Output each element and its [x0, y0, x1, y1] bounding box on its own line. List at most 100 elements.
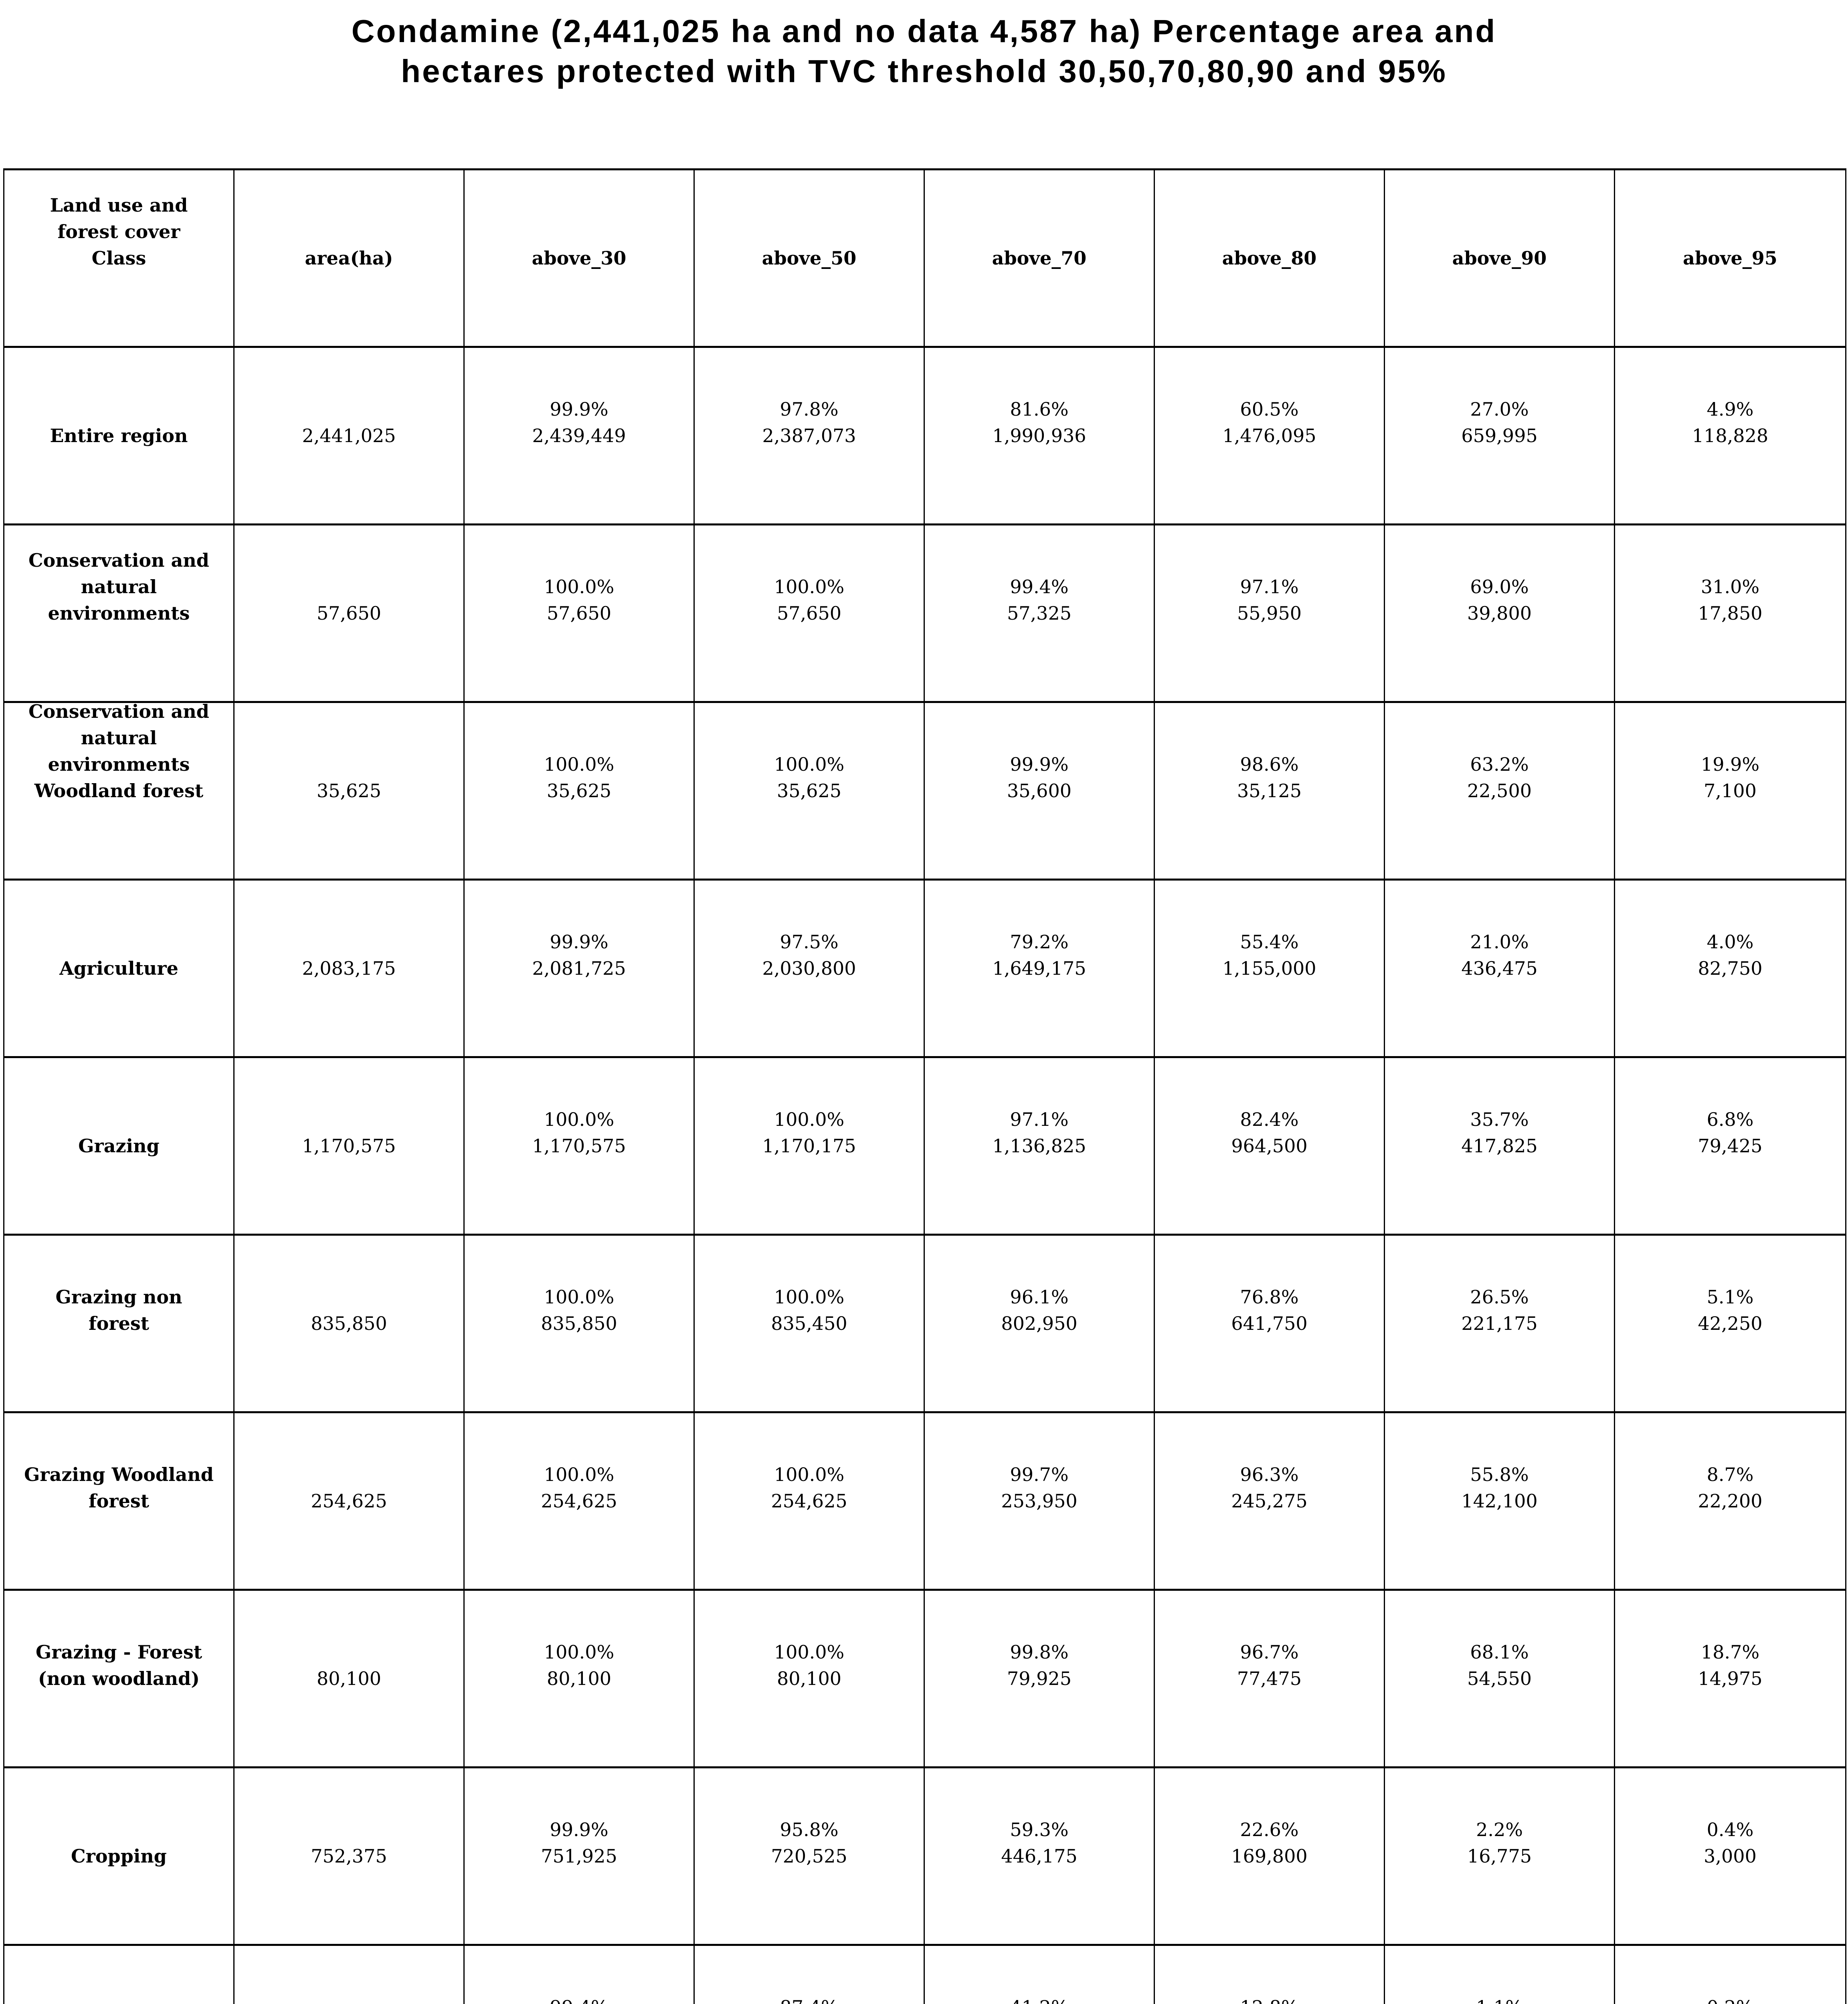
threshold-cell: 99.9% 35,600 — [925, 703, 1155, 881]
column-header-2: above_30 — [465, 170, 695, 348]
threshold-cell: 76.8% 641,750 — [1155, 1236, 1385, 1413]
threshold-cell: 18.7% 14,975 — [1615, 1591, 1845, 1768]
threshold-cell: 12.8%20,550 — [1155, 1946, 1385, 2004]
percent-value: 12.8% — [1158, 1994, 1381, 2004]
hectares-value: 39,800 — [1467, 602, 1532, 624]
percent-value: 69.0% — [1470, 576, 1529, 598]
percent-value: 35.7% — [1470, 1109, 1529, 1130]
area-value: 35,625 — [317, 780, 381, 802]
percent-value: 55.4% — [1240, 931, 1299, 953]
hectares-value: 169,800 — [1231, 1845, 1308, 1867]
threshold-cell: 60.5% 1,476,095 — [1155, 348, 1385, 525]
threshold-cell: 97.8% 2,387,073 — [695, 348, 925, 525]
threshold-cell: 26.5% 221,175 — [1385, 1236, 1615, 1413]
area-value: 80,100 — [317, 1668, 381, 1689]
hectares-value: 2,030,800 — [762, 958, 856, 979]
percent-value: 8.7% — [1706, 1464, 1754, 1485]
hectares-value: 16,775 — [1467, 1845, 1532, 1867]
column-header-0: Land use and forest cover Class — [4, 170, 235, 348]
column-header-label: above_80 — [1222, 247, 1317, 269]
percent-value: 41.2% — [928, 1994, 1150, 2004]
hectares-value: 57,325 — [1007, 602, 1072, 624]
percent-value: 4.0% — [1706, 931, 1754, 953]
threshold-cell: 100.0% 254,625 — [465, 1413, 695, 1591]
threshold-cell: 35.7% 417,825 — [1385, 1058, 1615, 1236]
area-value: 835,850 — [311, 1313, 387, 1334]
column-header-label: above_30 — [532, 247, 627, 269]
row-label: Grazing - Forest (non woodland) — [35, 1641, 202, 1689]
threshold-cell: 87.4%139,825 — [695, 1946, 925, 2004]
threshold-cell: 55.4% 1,155,000 — [1155, 881, 1385, 1058]
threshold-cell: 8.7% 22,200 — [1615, 1413, 1845, 1591]
percent-value: 100.0% — [544, 1641, 615, 1663]
hectares-value: 253,950 — [1001, 1490, 1078, 1512]
threshold-cell: 4.0% 82,750 — [1615, 881, 1845, 1058]
percent-value: 59.3% — [1010, 1819, 1069, 1840]
column-header-label: above_70 — [992, 247, 1087, 269]
hectares-value: 641,750 — [1231, 1313, 1308, 1334]
area-value: 752,375 — [311, 1845, 387, 1867]
percent-value: 97.5% — [780, 931, 839, 953]
threshold-cell: 99.4% 57,325 — [925, 525, 1155, 703]
row-label: Entire region — [50, 425, 188, 446]
threshold-cell: 6.8% 79,425 — [1615, 1058, 1845, 1236]
area-cell: 57,650 — [235, 525, 465, 703]
percent-value: 97.1% — [1240, 576, 1299, 598]
area-cell: 159,950 — [235, 1946, 465, 2004]
area-value: 2,441,025 — [302, 425, 396, 446]
column-header-label: above_90 — [1452, 247, 1547, 269]
hectares-value: 659,995 — [1461, 425, 1538, 446]
hectares-value: 3,000 — [1704, 1845, 1757, 1867]
row-label: Conservation and natural environments — [28, 549, 209, 624]
threshold-cell: 100.0% 254,625 — [695, 1413, 925, 1591]
row-label: Agriculture — [59, 958, 178, 979]
hectares-value: 446,175 — [1001, 1845, 1078, 1867]
percent-value: 31.0% — [1700, 576, 1760, 598]
row-label-cell: Grazing Woodland forest — [4, 1413, 235, 1591]
row-label-cell: Cropping — [4, 1768, 235, 1946]
percent-value: 87.4% — [698, 1994, 920, 2004]
threshold-cell: 41.2%65,925 — [925, 1946, 1155, 2004]
threshold-cell: 22.6% 169,800 — [1155, 1768, 1385, 1946]
percent-value: 55.8% — [1470, 1464, 1529, 1485]
threshold-cell: 0.2%325 — [1615, 1946, 1845, 2004]
percent-value: 99.9% — [550, 1819, 609, 1840]
hectares-value: 14,975 — [1698, 1668, 1763, 1689]
row-label-cell: Conservation and natural environments Wo… — [4, 701, 235, 881]
area-cell: 35,625 — [235, 703, 465, 881]
hectares-value: 55,950 — [1237, 602, 1302, 624]
hectares-value: 1,136,825 — [992, 1135, 1086, 1157]
threshold-cell: 99.4%158,950 — [465, 1946, 695, 2004]
hectares-value: 35,600 — [1007, 780, 1072, 802]
percent-value: 97.8% — [780, 398, 839, 420]
percent-value: 4.9% — [1706, 398, 1754, 420]
threshold-cell: 59.3% 446,175 — [925, 1768, 1155, 1946]
column-header-6: above_90 — [1385, 170, 1615, 348]
percent-value: 100.0% — [774, 754, 845, 775]
threshold-cell: 1.1%1,825 — [1385, 1946, 1615, 2004]
hectares-value: 77,475 — [1237, 1668, 1302, 1689]
row-label: Grazing — [78, 1135, 160, 1157]
area-value: 254,625 — [311, 1490, 387, 1512]
column-header-label: Land use and forest cover Class — [50, 194, 188, 269]
percent-value: 97.1% — [1010, 1109, 1069, 1130]
row-label: Grazing Woodland forest — [24, 1464, 214, 1512]
hectares-value: 35,625 — [547, 780, 611, 802]
threshold-cell: 97.1% 55,950 — [1155, 525, 1385, 703]
hectares-value: 1,170,175 — [762, 1135, 856, 1157]
percent-value: 0.2% — [1618, 1994, 1842, 2004]
column-header-label: area(ha) — [305, 247, 393, 269]
percent-value: 100.0% — [544, 1286, 615, 1308]
percent-value: 18.7% — [1700, 1641, 1760, 1663]
threshold-cell: 97.1% 1,136,825 — [925, 1058, 1155, 1236]
hectares-value: 80,100 — [547, 1668, 611, 1689]
percent-value: 96.3% — [1240, 1464, 1299, 1485]
hectares-value: 2,387,073 — [762, 425, 856, 446]
percent-value: 63.2% — [1470, 754, 1529, 775]
column-header-1: area(ha) — [235, 170, 465, 348]
percent-value: 96.1% — [1010, 1286, 1069, 1308]
area-cell: 254,625 — [235, 1413, 465, 1591]
page-title: Condamine (2,441,025 ha and no data 4,58… — [0, 11, 1848, 91]
percent-value: 98.6% — [1240, 754, 1299, 775]
hectares-value: 254,625 — [771, 1490, 847, 1512]
